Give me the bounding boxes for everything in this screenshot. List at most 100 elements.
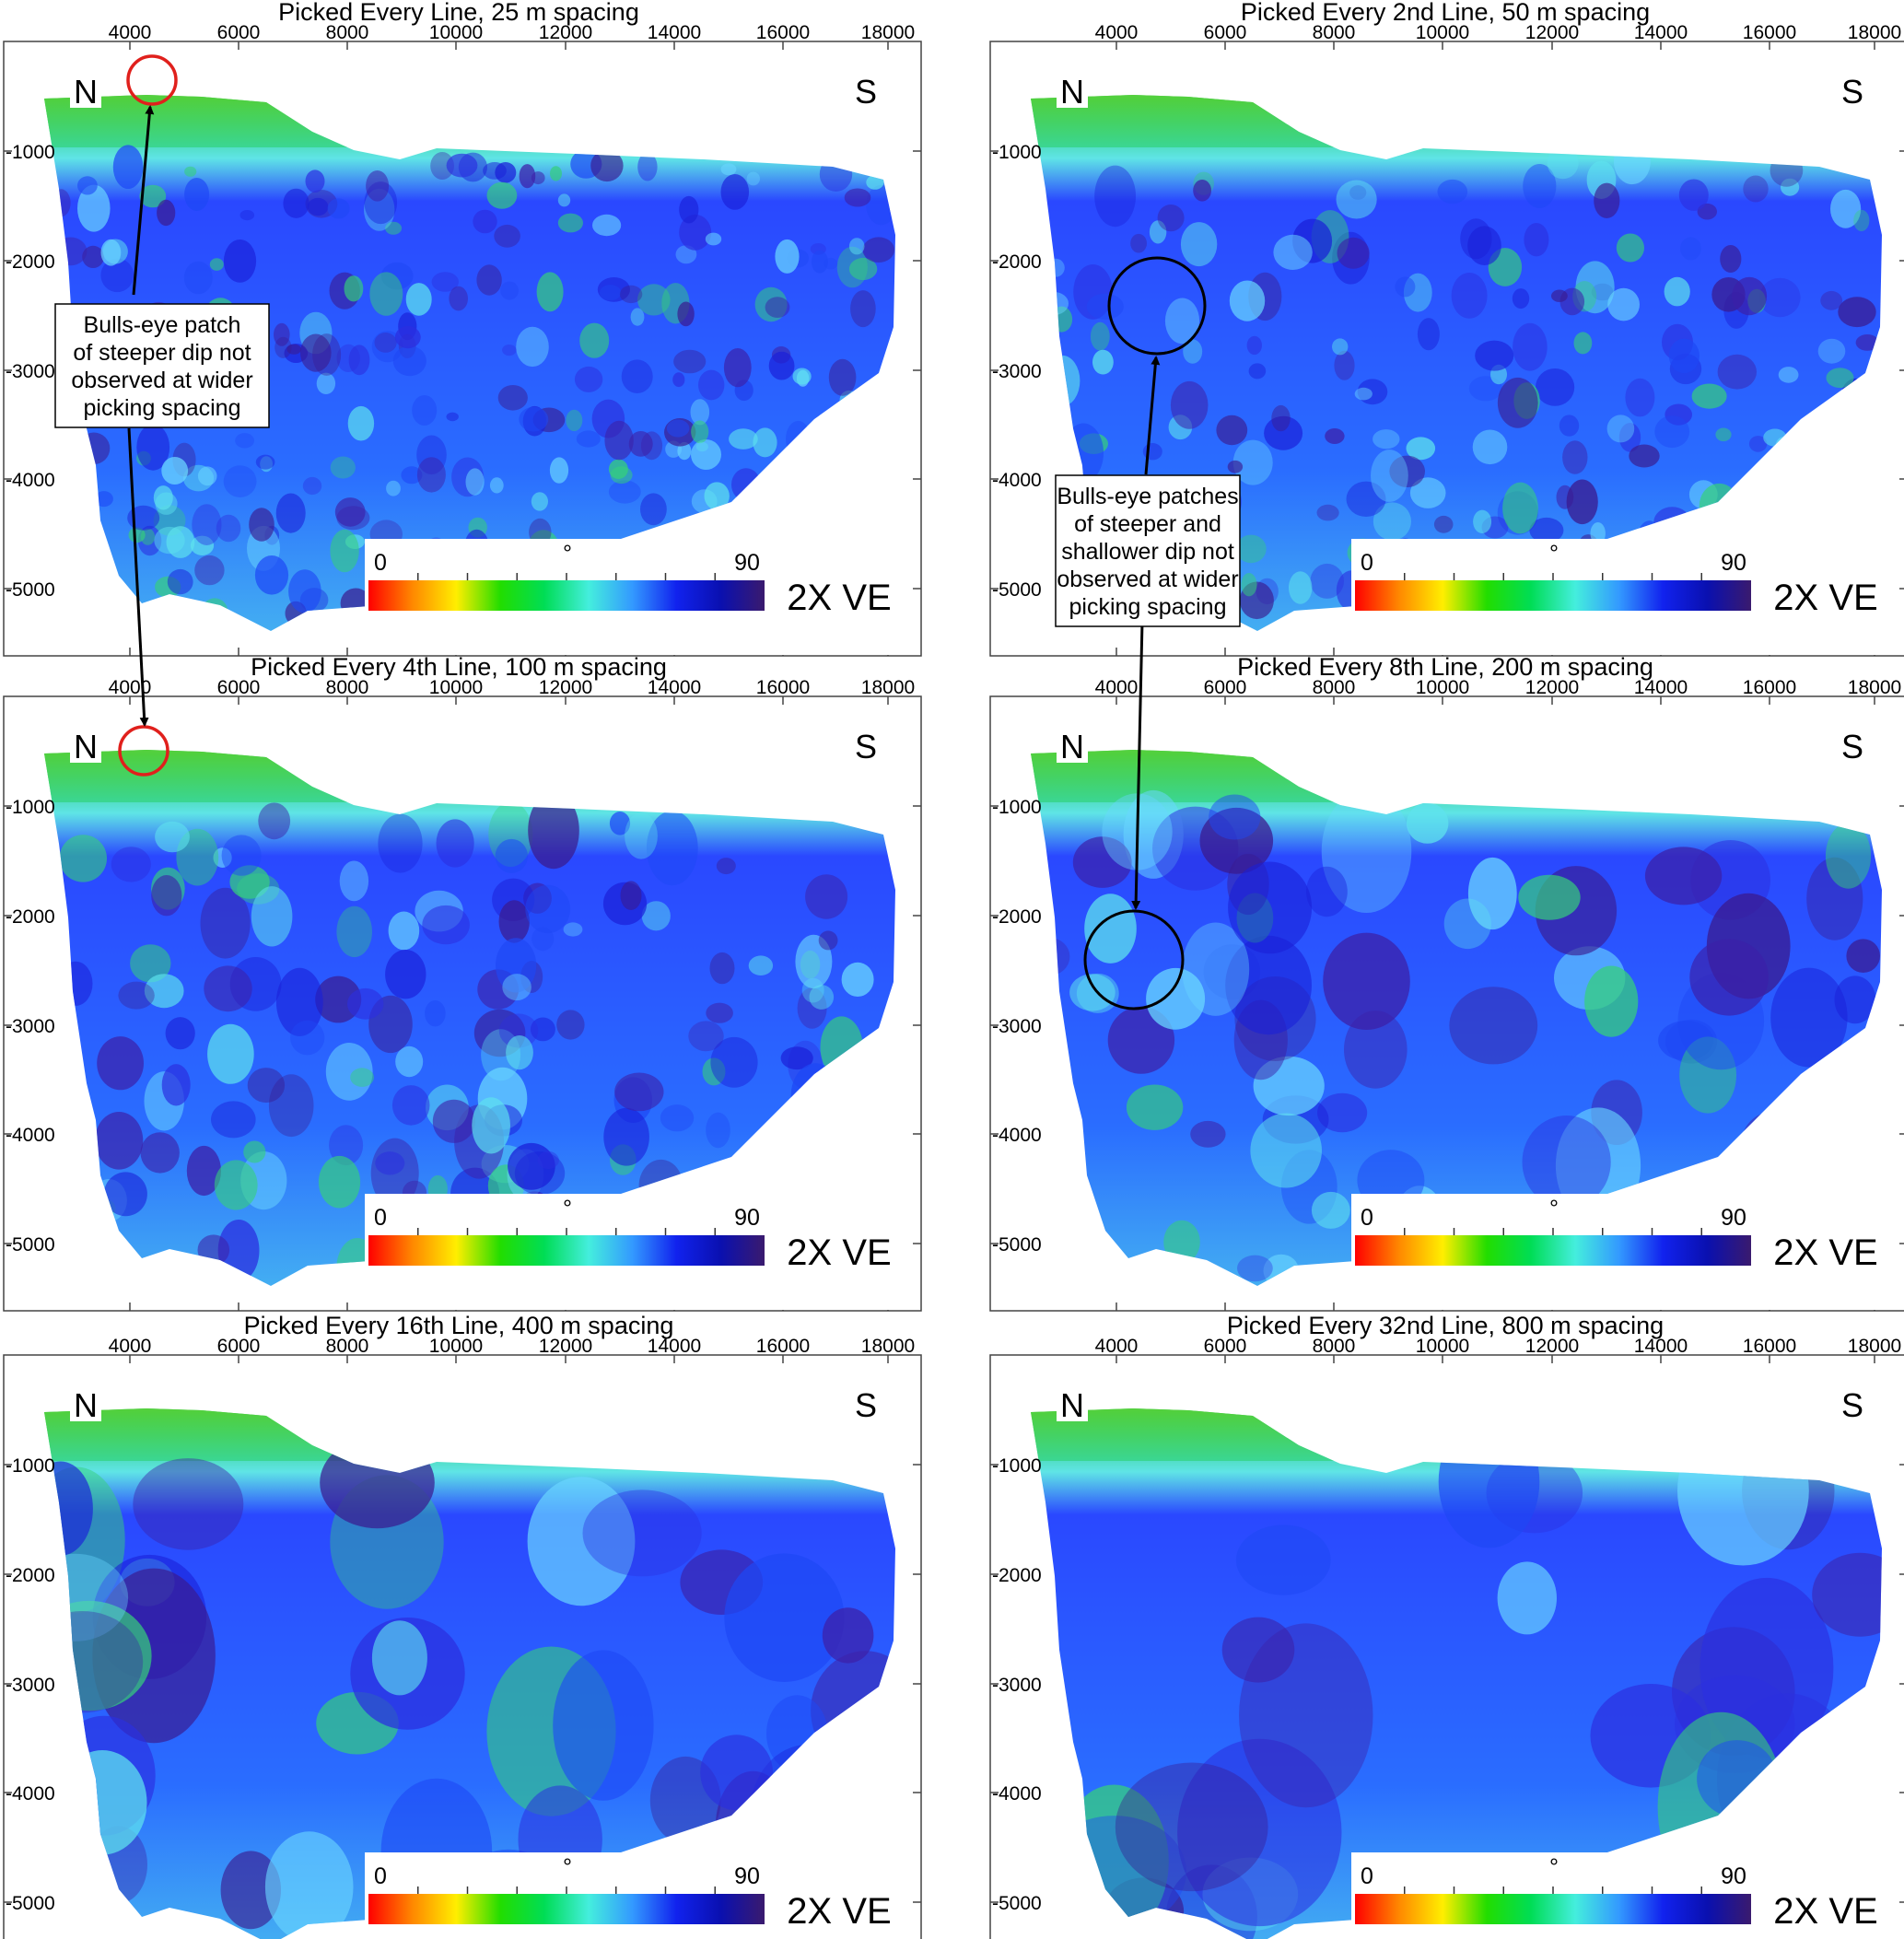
dip-patch [167, 568, 193, 595]
dip-patch [1691, 383, 1727, 409]
colorbar-unit-label: ° [1549, 1196, 1559, 1221]
dip-patch [1679, 1036, 1736, 1114]
dip-patch [128, 527, 146, 543]
dip-patch [822, 1607, 874, 1664]
dip-patch [235, 433, 254, 449]
dip-patch [536, 272, 564, 312]
y-tick-label: -5000 [6, 579, 55, 601]
dip-patch [1740, 1111, 1805, 1179]
dip-patch [738, 493, 752, 512]
dip-patch [566, 409, 583, 432]
dip-patch [1199, 807, 1274, 874]
dip-patch [752, 1138, 772, 1159]
dip-patch [1209, 794, 1261, 840]
dip-patch [791, 1101, 834, 1158]
dip-patch [690, 399, 710, 426]
dip-patch [350, 1068, 374, 1087]
dip-patch [579, 322, 610, 358]
y-tick-label: -1000 [6, 1455, 55, 1477]
panel-title: Picked Every Line, 25 m spacing [278, 0, 639, 26]
dip-patch [1654, 415, 1690, 449]
dip-patch [1443, 898, 1491, 950]
dip-patch [1658, 1021, 1714, 1061]
x-tick-label: 10000 [429, 1336, 483, 1357]
dip-patch [1317, 1092, 1368, 1133]
x-tick-label: 6000 [217, 1336, 261, 1357]
dip-patch [264, 1831, 354, 1939]
dip-patch [791, 468, 825, 511]
dip-patch [498, 1013, 539, 1048]
dip-patch [698, 369, 725, 401]
dip-patch [1325, 428, 1345, 444]
y-tick-label: -1000 [6, 797, 55, 818]
dip-section [44, 1408, 895, 1939]
note-box [54, 303, 270, 428]
dip-patch [394, 326, 421, 349]
dip-patch [691, 439, 721, 470]
dip-patch [675, 245, 697, 264]
dip-patch [525, 884, 571, 934]
panel-title: Picked Every 2nd Line, 50 m spacing [1241, 0, 1650, 26]
dip-patch [1130, 233, 1147, 253]
x-tick-label: 8000 [1313, 1336, 1356, 1357]
dip-patch [1142, 443, 1162, 461]
dip-patch [1092, 349, 1114, 375]
y-tick-label: -2000 [6, 1565, 55, 1586]
dip-patch [112, 145, 144, 189]
dip-patch [550, 166, 562, 181]
dip-patch [1845, 494, 1870, 513]
x-tick-label: 16000 [756, 22, 810, 43]
dip-patch [1403, 273, 1432, 312]
dip-patch [385, 221, 403, 235]
dip-patch [710, 1036, 758, 1088]
dip-patch [432, 1099, 475, 1143]
colorbar [368, 1894, 765, 1924]
y-tick-label: -4000 [992, 1125, 1042, 1146]
dip-patch [553, 1650, 654, 1801]
y-tick-label: -5000 [6, 1893, 55, 1914]
dip-patch [318, 1155, 361, 1209]
dip-patch [1349, 185, 1367, 200]
colorbar [1355, 1235, 1751, 1266]
dip-patch [621, 359, 653, 394]
dip-patch [1524, 223, 1549, 257]
vertical-exaggeration-label: 2X VE [1773, 1232, 1877, 1273]
dip-patch [388, 911, 420, 951]
dip-patch [775, 239, 800, 274]
north-label-bg [1057, 1386, 1088, 1421]
x-tick-label: 8000 [1313, 677, 1356, 698]
panel-title: Picked Every 32nd Line, 800 m spacing [1227, 1312, 1664, 1339]
plot-frame [3, 695, 922, 1312]
dip-patch [1126, 1084, 1184, 1130]
dip-patch [1616, 233, 1644, 263]
dip-patch [1225, 935, 1312, 1035]
x-tick-label: 10000 [429, 22, 483, 43]
dip-patch [302, 476, 322, 496]
dip-patch [103, 1172, 147, 1217]
y-tick-label: -3000 [992, 361, 1042, 382]
dip-patch [1031, 1816, 1078, 1874]
dip-patch [325, 1043, 373, 1101]
colorbar-max-label: 90 [1721, 1205, 1746, 1231]
x-tick-label: 8000 [326, 22, 369, 43]
dip-patch [498, 900, 530, 943]
dip-patch [211, 1101, 256, 1139]
dip-patch [275, 493, 306, 533]
dip-patch [1551, 289, 1568, 302]
y-tick-label: -1000 [6, 142, 55, 163]
dip-patch [867, 453, 895, 477]
dip-patch [1332, 338, 1349, 356]
dip-patch [184, 166, 197, 177]
dip-patch [609, 812, 631, 835]
dip-patch [705, 232, 722, 246]
dip-patch [582, 1489, 702, 1577]
dip-patch [95, 1112, 144, 1170]
dip-patch [249, 508, 275, 542]
dip-patch [1798, 485, 1818, 501]
dip-patch [724, 1553, 845, 1682]
colorbar-min-label: 0 [1361, 1205, 1373, 1231]
dip-patch [1512, 288, 1530, 310]
dip-patch [600, 285, 622, 301]
dip-patch [197, 1234, 230, 1266]
